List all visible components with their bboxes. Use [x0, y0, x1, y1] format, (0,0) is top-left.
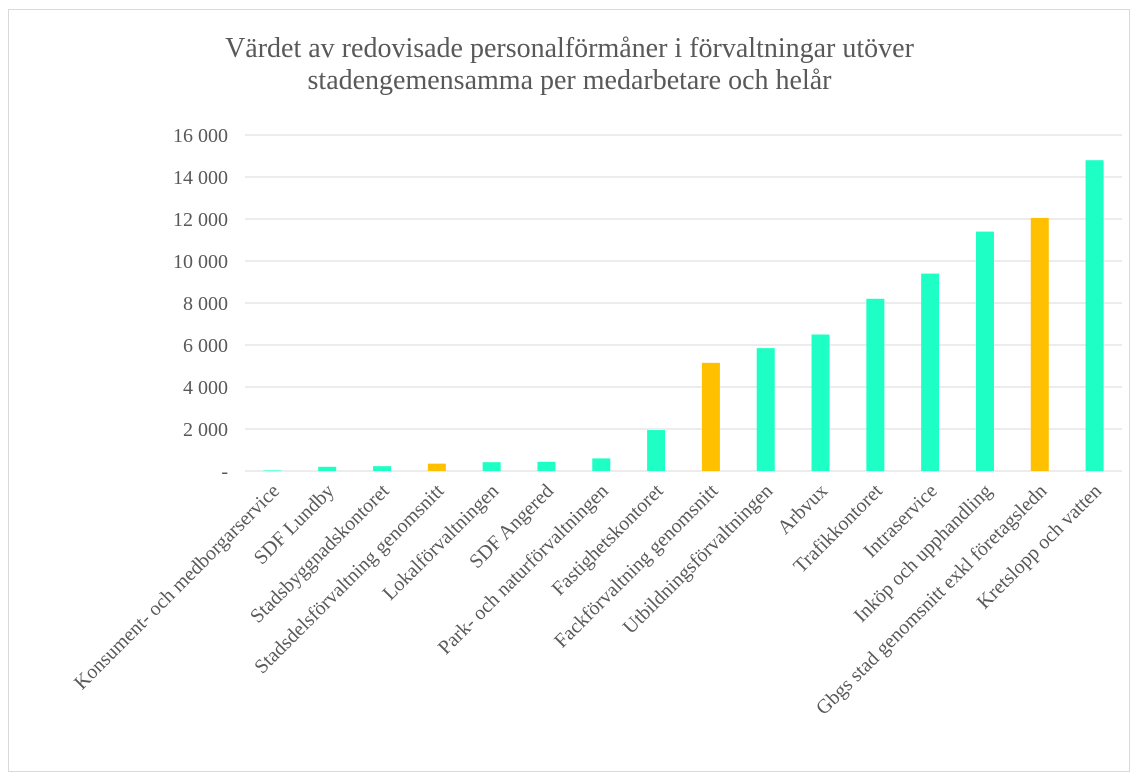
bar	[318, 466, 337, 471]
y-axis-ticks: - 2 000 4 000 6 000 8 000 10 000 12 000 14 000 1…	[173, 125, 228, 483]
y-tick-label: 10 000	[173, 251, 228, 273]
chart-frame	[8, 9, 1130, 772]
y-tick-label: 2 000	[183, 419, 228, 441]
bar	[1030, 217, 1049, 471]
bar	[921, 273, 940, 471]
bar	[701, 362, 720, 471]
bar	[975, 231, 994, 471]
y-tick-label: 8 000	[183, 293, 228, 315]
y-tick-label: 16 000	[173, 125, 228, 147]
bar	[1085, 160, 1104, 471]
bar	[427, 463, 446, 471]
bars	[263, 160, 1104, 471]
gridlines	[245, 134, 1122, 472]
bar	[592, 458, 611, 471]
bar	[647, 430, 666, 471]
y-tick-label: -	[221, 461, 228, 483]
bar	[756, 348, 775, 471]
chart-title-line-1: Värdet av redovisade personalförmåner i …	[225, 33, 914, 64]
y-tick-label: 14 000	[173, 167, 228, 189]
bar	[373, 466, 392, 471]
chart-title-line-2: stadengemensamma per medarbetare och hel…	[307, 65, 832, 96]
bar	[811, 334, 830, 471]
chart-title: Värdet av redovisade personalförmåner i …	[0, 33, 1139, 97]
bar	[866, 298, 885, 471]
y-tick-label: 12 000	[173, 209, 228, 231]
bar	[537, 461, 556, 471]
y-tick-label: 6 000	[183, 335, 228, 357]
bar	[263, 470, 282, 471]
bar	[482, 462, 501, 471]
y-tick-label: 4 000	[183, 377, 228, 399]
